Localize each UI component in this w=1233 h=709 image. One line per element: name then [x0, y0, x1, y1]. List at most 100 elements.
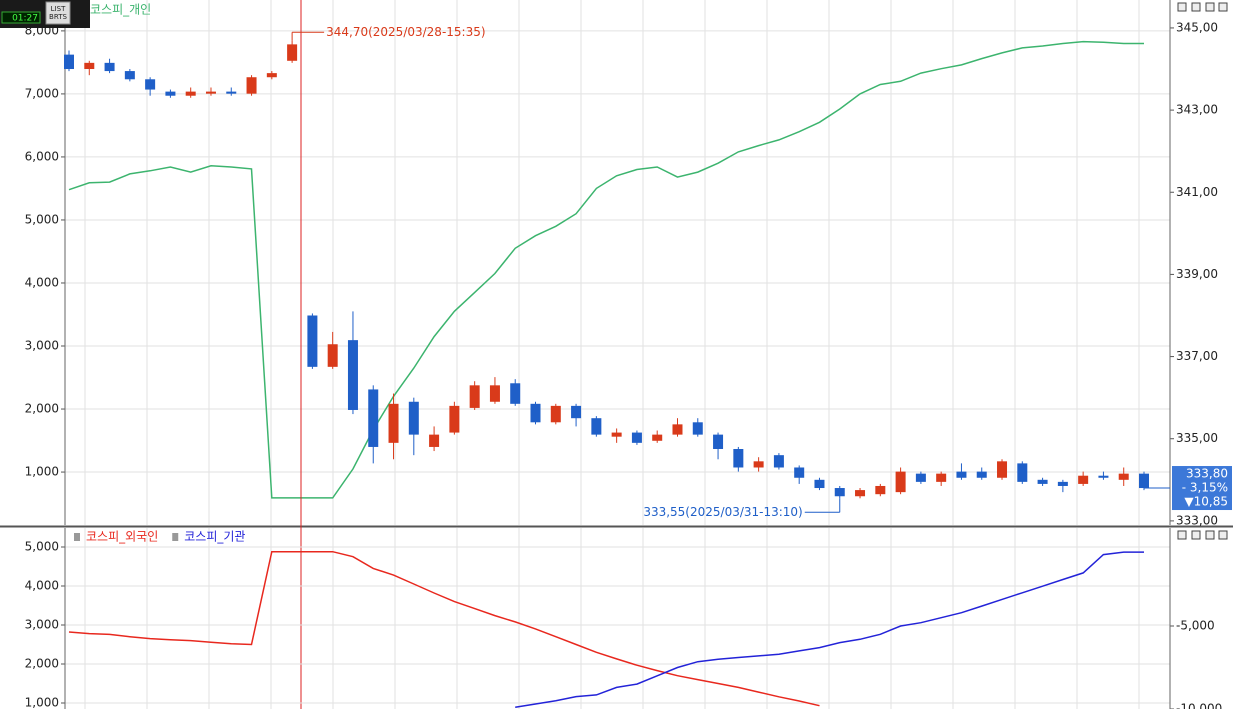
y2-tick-label: 345,00 — [1176, 20, 1218, 34]
series-line — [515, 551, 1144, 709]
candle-body — [287, 44, 298, 61]
button-text: BRTS — [49, 13, 67, 21]
candle-body — [368, 389, 379, 447]
candle-body — [347, 340, 358, 410]
candle-body — [145, 79, 156, 90]
legend-swatch — [74, 533, 80, 541]
candle-body — [713, 434, 724, 450]
y-tick-label: 5,000 — [25, 539, 59, 553]
candle-body — [124, 71, 135, 80]
candle-body — [591, 418, 602, 435]
panel-control[interactable] — [1177, 530, 1187, 540]
y-tick-label: 1,000 — [25, 465, 59, 479]
candle-body — [469, 385, 480, 408]
y-tick-label: 5,000 — [25, 212, 59, 226]
candle-body — [388, 403, 399, 443]
candle-body — [307, 315, 318, 367]
y2-tick-label: 339,00 — [1176, 267, 1218, 281]
candle-body — [1098, 475, 1109, 478]
y-tick-label: 4,000 — [25, 275, 59, 289]
candle-body — [1017, 463, 1028, 482]
candle-body — [246, 77, 257, 94]
candle-body — [692, 422, 703, 435]
candle-body — [1057, 481, 1068, 486]
legend-swatch — [172, 533, 179, 541]
candle-body — [530, 403, 541, 423]
y-tick-label: 6,000 — [25, 149, 59, 163]
candle-body — [64, 54, 74, 70]
annotation: 344,70(2025/03/28-15:35) — [326, 25, 485, 39]
candle-body — [104, 62, 115, 72]
annotation: 333,55(2025/03/31-13:10) — [643, 505, 802, 519]
last-price-text: ▼10,85 — [1184, 495, 1228, 509]
candle-body — [266, 73, 277, 78]
candle-body — [753, 461, 764, 468]
panel-control[interactable] — [1191, 2, 1201, 12]
candle-body — [652, 434, 663, 441]
y2-tick-label: 333,00 — [1176, 513, 1218, 527]
panel-control[interactable] — [1218, 530, 1228, 540]
panel-control[interactable] — [1218, 2, 1228, 12]
candle-body — [956, 471, 967, 478]
candle-body — [875, 485, 886, 495]
candle-body — [429, 434, 440, 447]
panel-control[interactable] — [1205, 2, 1215, 12]
candle-body — [1118, 473, 1129, 480]
series-line — [68, 40, 1144, 499]
widget: 01:27 LIST BRTS — [0, 0, 90, 28]
candle-body — [1078, 475, 1089, 484]
candle-body — [205, 91, 216, 94]
candle-body — [571, 405, 582, 419]
candle-body — [794, 467, 805, 478]
candle-body — [408, 401, 419, 435]
candle-body — [185, 91, 196, 96]
candle-body — [84, 62, 95, 70]
candle-body — [1139, 473, 1149, 489]
candle-body — [855, 490, 866, 497]
y-tick-label: 3,000 — [25, 617, 59, 631]
panel-control[interactable] — [1205, 530, 1215, 540]
candle-body — [327, 344, 338, 367]
y-tick-label: 7,000 — [25, 86, 59, 100]
candle-body — [733, 449, 744, 468]
y-tick-label: 2,000 — [25, 656, 59, 670]
series-line — [68, 550, 820, 707]
y-tick-label: 4,000 — [25, 578, 59, 592]
legend-label: 코스피_기관 — [184, 530, 245, 544]
y-tick-label: 3,000 — [25, 339, 59, 353]
y2-tick-label: 343,00 — [1176, 103, 1218, 117]
candle-body — [611, 432, 622, 437]
last-price-text: - 3,15% — [1182, 481, 1228, 495]
candle-body — [1037, 479, 1048, 484]
y2-tick-label: 335,00 — [1176, 431, 1218, 445]
y2-tick-label: 341,00 — [1176, 185, 1218, 199]
clock: 01:27 — [12, 14, 38, 24]
panel-control[interactable] — [1191, 530, 1201, 540]
candle-body — [165, 91, 176, 96]
legend-label: 코스피_외국인 — [86, 530, 158, 544]
candle-body — [550, 405, 561, 423]
candle-body — [489, 385, 500, 402]
candle-body — [834, 488, 845, 497]
last-price-box — [1172, 466, 1232, 511]
clock-frame — [1, 11, 41, 24]
candle-body — [773, 455, 784, 468]
button-text: LIST — [51, 5, 66, 13]
list-button[interactable] — [45, 1, 71, 25]
panel-control[interactable] — [1177, 2, 1187, 12]
candle-body — [631, 432, 642, 443]
y-tick-label: 2,000 — [25, 402, 59, 416]
y2-tick-label: 337,00 — [1176, 349, 1218, 363]
candle-body — [226, 91, 237, 94]
y2-tick-label: -5,000 — [1176, 619, 1215, 633]
candle-body — [895, 471, 906, 493]
last-price-text: 333,80 — [1186, 467, 1228, 481]
candle-body — [997, 461, 1008, 478]
candle-body — [915, 473, 926, 482]
candle-body — [672, 424, 683, 435]
candle-body — [449, 405, 460, 433]
candle-body — [976, 471, 987, 478]
